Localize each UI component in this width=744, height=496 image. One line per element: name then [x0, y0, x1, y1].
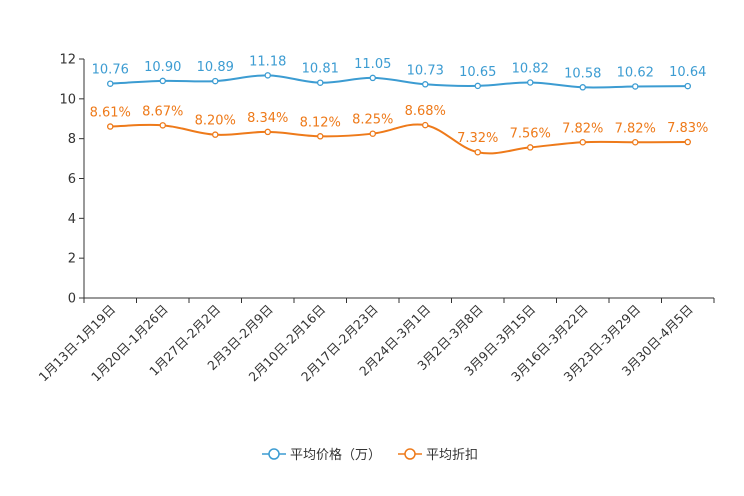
- y-tick-label: 6: [68, 172, 76, 187]
- data-point: [369, 74, 376, 82]
- legend-marker: [268, 448, 280, 460]
- data-label: 10.90: [144, 60, 181, 75]
- data-point: [632, 139, 639, 146]
- y-tick-label: 4: [68, 212, 76, 227]
- data-point: [579, 139, 587, 146]
- y-tick-label: 0: [68, 292, 76, 307]
- data-label: 10.81: [302, 62, 339, 77]
- data-point: [107, 123, 114, 130]
- data-label: 10.58: [564, 66, 601, 81]
- data-label: 7.56%: [510, 126, 551, 141]
- data-point: [316, 79, 324, 86]
- data-point: [527, 79, 534, 86]
- data-point: [159, 77, 166, 85]
- legend-marker: [404, 448, 416, 460]
- data-point: [264, 128, 271, 136]
- data-point: [421, 81, 429, 88]
- data-label: 8.12%: [300, 115, 341, 130]
- data-label: 8.61%: [90, 106, 131, 121]
- data-point: [264, 72, 271, 79]
- data-label: 8.68%: [405, 104, 446, 119]
- data-label: 7.32%: [457, 131, 498, 146]
- data-label: 7.82%: [562, 121, 603, 136]
- data-point: [684, 82, 692, 90]
- legend-label: 平均价格（万）: [290, 447, 381, 463]
- data-point: [474, 148, 481, 156]
- y-tick-label: 10: [59, 92, 76, 107]
- data-label: 11.05: [354, 57, 391, 72]
- data-label: 10.65: [459, 65, 496, 80]
- data-point: [632, 83, 639, 90]
- data-label: 7.82%: [615, 121, 656, 136]
- data-label: 8.67%: [142, 104, 183, 119]
- data-point: [107, 80, 114, 87]
- data-label: 10.82: [512, 62, 549, 77]
- data-point: [316, 133, 324, 140]
- legend-label: 平均折扣: [426, 448, 478, 463]
- data-point: [684, 138, 692, 146]
- data-point: [211, 131, 219, 138]
- data-label: 10.89: [197, 60, 234, 75]
- data-label: 10.64: [669, 65, 706, 80]
- data-point: [159, 122, 166, 129]
- data-point: [211, 77, 219, 85]
- y-tick-label: 12: [59, 53, 76, 68]
- data-label: 8.34%: [247, 111, 288, 126]
- y-tick-label: 8: [68, 132, 76, 147]
- data-point: [527, 144, 534, 151]
- data-label: 10.62: [617, 65, 654, 80]
- data-point: [421, 121, 429, 129]
- series-line-1: [110, 123, 688, 155]
- data-label: 8.20%: [195, 114, 236, 129]
- data-point: [474, 82, 481, 90]
- data-label: 10.76: [92, 63, 129, 78]
- data-label: 10.73: [407, 63, 444, 78]
- data-point: [369, 130, 376, 137]
- data-label: 7.83%: [667, 121, 708, 136]
- data-point: [579, 84, 587, 91]
- data-label: 11.18: [249, 54, 286, 69]
- y-tick-label: 2: [68, 252, 76, 267]
- series-line-0: [110, 74, 688, 89]
- data-label: 8.25%: [352, 113, 393, 128]
